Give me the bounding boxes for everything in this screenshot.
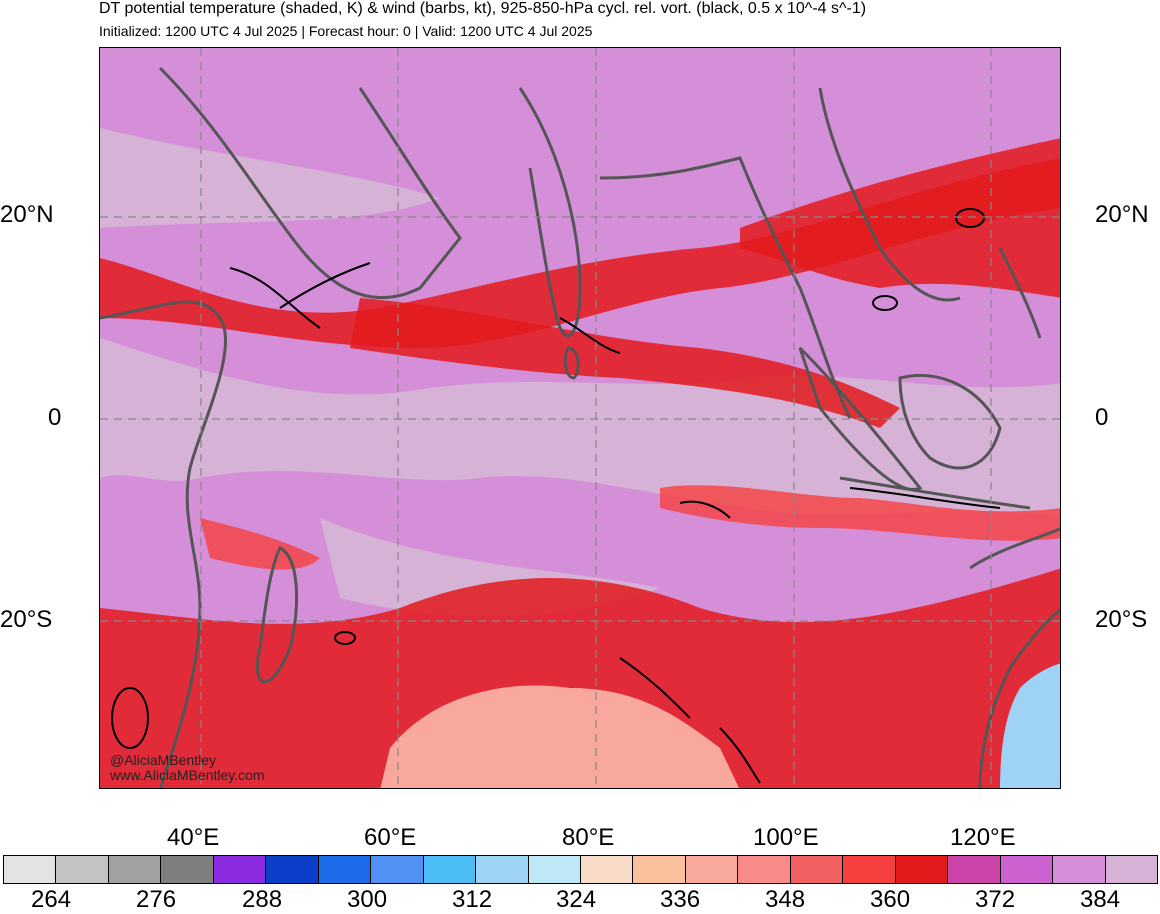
coastline-india xyxy=(518,87,582,338)
lat-label-left-20s: 20°S xyxy=(0,606,53,633)
warm-band-south xyxy=(100,568,1060,788)
pale-patch xyxy=(100,128,440,228)
vorticity-contour xyxy=(111,687,149,749)
colorbar-swatch xyxy=(580,856,634,883)
lon-label-80e: 80°E xyxy=(562,824,615,851)
colorbar-label: 288 xyxy=(242,886,283,913)
vorticity-contour xyxy=(279,262,371,309)
colorbar-swatch xyxy=(476,856,529,883)
vorticity-contour xyxy=(619,657,691,719)
colorbar-swatch xyxy=(685,856,739,883)
colorbar-swatch xyxy=(423,856,477,883)
south-peach-region xyxy=(380,685,740,788)
coastline-sumatra xyxy=(798,346,923,491)
colorbar-swatch xyxy=(318,856,372,883)
colorbar-label: 360 xyxy=(870,886,911,913)
colorbar-swatch xyxy=(1053,856,1106,883)
lon-label-40e: 40°E xyxy=(167,824,220,851)
colorbar-swatch xyxy=(4,856,57,883)
vorticity-contour xyxy=(872,295,898,311)
colorbar-label: 276 xyxy=(136,886,177,913)
colorbar-label: 372 xyxy=(975,886,1016,913)
colorbar-swatch xyxy=(528,856,581,883)
vorticity-contour xyxy=(334,631,356,645)
colorbar-swatch xyxy=(843,856,896,883)
warm-patch-tropics xyxy=(660,485,1060,541)
map-title: DT potential temperature (shaded, K) & w… xyxy=(99,0,867,17)
south-cool-region xyxy=(1000,663,1060,788)
colorbar-swatch xyxy=(790,856,844,883)
coastline-bay-of-bengal xyxy=(599,156,852,419)
colorbar-swatch xyxy=(948,856,1001,883)
colorbar xyxy=(3,855,1158,884)
map-subtitle: Initialized: 1200 UTC 4 Jul 2025 | Forec… xyxy=(99,23,593,39)
lat-label-left-20n: 20°N xyxy=(0,201,54,228)
credit-handle: @AliciaMBentley xyxy=(110,752,217,768)
vorticity-contour xyxy=(679,500,731,519)
lat-label-left-equator: 0 xyxy=(48,404,62,431)
lat-label-right-20n: 20°N xyxy=(1095,201,1149,228)
warm-band-indochina xyxy=(740,138,1060,298)
colorbar-swatch xyxy=(738,856,791,883)
colorbar-label: 312 xyxy=(452,886,493,913)
colorbar-swatch xyxy=(1000,856,1054,883)
colorbar-swatch xyxy=(213,856,267,883)
coastline-arabia xyxy=(158,66,462,300)
colorbar-swatch xyxy=(895,856,949,883)
colorbar-swatch xyxy=(108,856,162,883)
colorbar-label: 336 xyxy=(660,886,701,913)
vorticity-contours xyxy=(111,208,1001,784)
lat-label-right-20s: 20°S xyxy=(1095,606,1148,633)
colorbar-label: 264 xyxy=(31,886,72,913)
lat-label-right-equator: 0 xyxy=(1095,404,1109,431)
colorbar-swatch xyxy=(161,856,214,883)
colorbar-label: 348 xyxy=(765,886,806,913)
coastline-java xyxy=(839,476,1031,510)
map-canvas xyxy=(100,48,1060,788)
colorbar-swatch xyxy=(56,856,109,883)
map-panel xyxy=(99,47,1061,789)
vorticity-contour xyxy=(955,208,985,228)
coastline-indochina xyxy=(818,87,961,302)
credit-website: www.AliciaMBentley.com xyxy=(110,767,265,783)
colorbar-swatch xyxy=(1105,856,1157,883)
lon-label-60e: 60°E xyxy=(364,824,417,851)
vorticity-contour xyxy=(719,727,761,784)
warm-band-central xyxy=(350,298,900,428)
lon-label-100e: 100°E xyxy=(753,824,819,851)
colorbar-swatch xyxy=(266,856,319,883)
coastline-borneo xyxy=(898,373,1002,470)
colorbar-swatch xyxy=(371,856,424,883)
coastline-philippines xyxy=(998,247,1042,339)
vorticity-contour xyxy=(849,487,1001,509)
colorbar-label: 384 xyxy=(1080,886,1121,913)
lat-lon-grid xyxy=(100,48,1060,788)
coastline-madagascar xyxy=(255,545,298,684)
vorticity-contour xyxy=(229,267,321,329)
colorbar-label: 324 xyxy=(556,886,597,913)
lon-label-120e: 120°E xyxy=(950,824,1016,851)
coastline-srilanka xyxy=(563,346,580,380)
coastlines xyxy=(100,66,1060,788)
colorbar-swatch xyxy=(633,856,686,883)
coastline-australia xyxy=(969,527,1060,788)
colorbar-label: 300 xyxy=(347,886,388,913)
vorticity-contour xyxy=(559,317,621,354)
